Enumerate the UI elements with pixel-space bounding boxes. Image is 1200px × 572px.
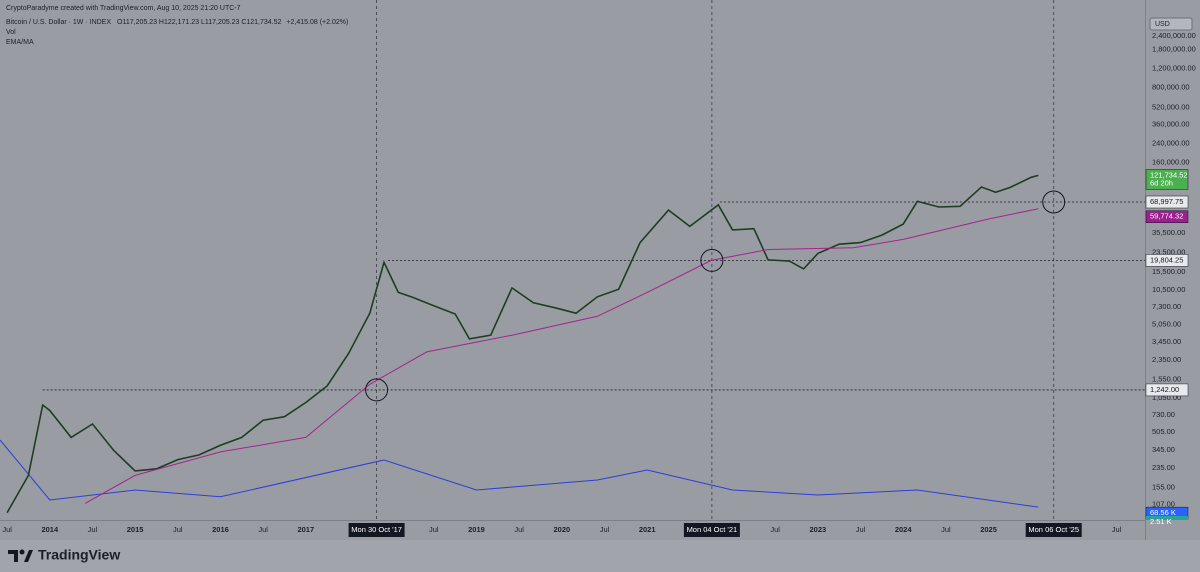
currency-box[interactable] [1149, 17, 1193, 31]
y-tick-label: 155.00 [1152, 482, 1175, 491]
y-tick-label: 240,000.00 [1152, 139, 1190, 148]
y-tick-label: 35,500.00 [1152, 228, 1185, 237]
crosshair-label-bg [348, 523, 405, 537]
y-tick-label: 10,500.00 [1152, 285, 1185, 294]
y-tick-label: 2,400,000.00 [1152, 31, 1196, 40]
x-tick-label: Jul [2, 525, 12, 534]
y-tick-label: 1,800,000.00 [1152, 44, 1196, 53]
x-tick-label: 2014 [41, 525, 59, 534]
ema-line [85, 208, 1039, 504]
x-tick-label: Jul [600, 525, 610, 534]
y-tick-label: 107.00 [1152, 500, 1175, 509]
crosshair-label-bg [1025, 523, 1082, 537]
price-badge-label: 1,242.00 [1150, 385, 1179, 394]
logo-mark [8, 550, 18, 562]
indicator: EMA/MA [6, 39, 34, 46]
y-tick-label: 2,350.00 [1152, 355, 1181, 364]
y-tick-label: 23,500.00 [1152, 247, 1185, 256]
crosshair-label: Mon 04 Oct '21 [687, 525, 738, 534]
logo-slash [24, 550, 33, 562]
indicator: Vol [6, 29, 16, 36]
footer-bar [0, 540, 1200, 572]
volume-ma-line [0, 439, 1039, 508]
price-badge-label: 2.51 K [1150, 517, 1172, 526]
countdown: 6d 20h [1150, 178, 1173, 187]
watermark: CryptoParadyme created with TradingView.… [6, 5, 241, 12]
x-tick-label: Jul [88, 525, 98, 534]
y-tick-label: 345.00 [1152, 445, 1175, 454]
change: +2,415.08 (+2.02%) [286, 19, 348, 26]
x-tick-label: Jul [514, 525, 524, 534]
currency[interactable]: USD [1155, 21, 1170, 28]
x-tick-label: 2021 [639, 525, 656, 534]
price-badge-label: 59,774.32 [1150, 212, 1183, 221]
crosshair-label-bg [683, 523, 740, 537]
x-tick-label: Jul [941, 525, 951, 534]
x-tick-label: 2019 [468, 525, 485, 534]
y-tick-label: 360,000.00 [1152, 120, 1190, 129]
y-tick-label: 1,550.00 [1152, 375, 1181, 384]
x-tick-label: 2017 [297, 525, 314, 534]
price-badge [1145, 210, 1189, 223]
price-badge-label: 19,804.25 [1150, 255, 1183, 264]
y-tick-label: 3,450.00 [1152, 337, 1181, 346]
y-tick-label: 7,300.00 [1152, 302, 1181, 311]
price-badge [1145, 254, 1189, 267]
footer-logo: TradingView [8, 547, 120, 563]
x-tick-label: Jul [856, 525, 866, 534]
y-tick-label: 730.00 [1152, 410, 1175, 419]
crosshair-label: Mon 30 Oct '17 [351, 525, 402, 534]
price-badge [1145, 169, 1189, 190]
y-tick-label: 5,050.00 [1152, 319, 1181, 328]
y-tick-label: 1,200,000.00 [1152, 63, 1196, 72]
x-tick-label: 2023 [810, 525, 827, 534]
highlight-circle [365, 378, 389, 402]
y-tick-label: 15,500.00 [1152, 267, 1185, 276]
x-tick-label: Jul [1112, 525, 1122, 534]
x-tick-label: 2020 [553, 525, 570, 534]
y-tick-label: 1,050.00 [1152, 393, 1181, 402]
y-tick-label: 160,000.00 [1152, 158, 1190, 167]
y-tick-label: 520,000.00 [1152, 103, 1190, 112]
y-tick-label: 235.00 [1152, 463, 1175, 472]
x-tick-label: 2015 [127, 525, 144, 534]
price-badge [1146, 516, 1188, 520]
crosshair-label: Mon 06 Oct '25 [1028, 525, 1079, 534]
highlight-circle [700, 248, 724, 272]
price-line [6, 174, 1039, 514]
price-badge-label: 121,734.52 [1150, 170, 1188, 179]
symbol: Bitcoin / U.S. Dollar · 1W · INDEX [6, 19, 111, 26]
x-tick-label: 2016 [212, 525, 229, 534]
logo-dot [19, 549, 25, 555]
y-tick-label: 800,000.00 [1152, 82, 1190, 91]
ohlc: O117,205.23 H122,171.23 L117,205.23 C121… [117, 19, 281, 26]
footer-brand: TradingView [38, 547, 120, 563]
x-tick-label: Jul [770, 525, 780, 534]
highlight-circle [1042, 190, 1066, 214]
x-tick-label: Jul [258, 525, 268, 534]
price-badge [1145, 383, 1189, 397]
x-tick-label: Jul [173, 525, 183, 534]
x-tick-label: 2024 [895, 525, 913, 534]
x-tick-label: Jul [429, 525, 439, 534]
x-tick-label: 2025 [980, 525, 997, 534]
price-badge-label: 68,997.75 [1150, 197, 1183, 206]
price-badge-label: 68.56 K [1150, 508, 1176, 517]
price-badge [1145, 195, 1189, 209]
y-tick-label: 505.00 [1152, 427, 1175, 436]
